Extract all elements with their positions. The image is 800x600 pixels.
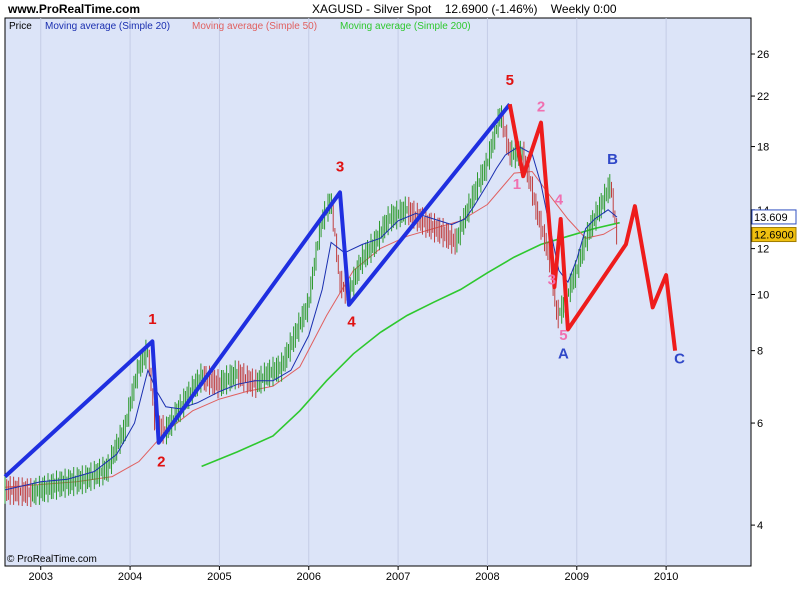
axes: 2003 2004 2005 2006 2007 2008 2009 201046810121…: [28, 49, 797, 583]
copyright: © ProRealTime.com: [7, 554, 97, 565]
wave-label-subwave: 5: [559, 327, 567, 344]
symbol-name: XAGUSD - Silver Spot: [312, 2, 432, 16]
legend-ma20: Moving average (Simple 20): [45, 21, 170, 32]
x-tick-label: 2010: [654, 571, 678, 583]
y-tick-label: 26: [757, 49, 769, 61]
y-tick-label: 10: [757, 289, 769, 301]
elliott-impulse-line: [3, 102, 512, 479]
wave-label-abc: B: [607, 151, 618, 168]
legend: Price Moving average (Simple 20) Moving …: [9, 21, 471, 32]
x-tick-label: 2003: [28, 571, 52, 583]
y-tick-label: 12: [757, 244, 769, 256]
wave-label-impulse: 4: [347, 314, 356, 331]
y-tick-label: 4: [757, 520, 763, 532]
legend-price: Price: [9, 21, 32, 32]
y-tick-label: 6: [757, 418, 763, 430]
last-price-box: [751, 227, 797, 243]
y-tick-label: 8: [757, 346, 763, 358]
wave-label-abc: A: [558, 346, 569, 363]
legend-ma200: Moving average (Simple 200): [340, 21, 471, 32]
site-title[interactable]: www.ProRealTime.com: [8, 2, 141, 16]
plot-background: [4, 17, 752, 567]
y-tick-label: 22: [757, 91, 769, 103]
last-quote: 12.6900 (-1.46%): [444, 2, 538, 16]
elliott-projection-line: [507, 103, 678, 351]
wave-label-impulse: 2: [157, 453, 165, 470]
x-tick-label: 2007: [386, 571, 410, 583]
wave-label-impulse: 3: [336, 159, 344, 176]
wave-label-impulse: 1: [148, 311, 156, 328]
wave-label-subwave: 2: [537, 98, 545, 115]
ma20-value-label: 13.609: [754, 212, 788, 224]
ma200-line: [201, 221, 620, 468]
wave-label-subwave: 4: [555, 192, 564, 209]
x-tick-label: 2008: [475, 571, 499, 583]
wave-label-subwave: 3: [548, 272, 556, 289]
instrument-info: XAGUSD - Silver Spot 12.6900 (-1.46%) We…: [312, 2, 627, 16]
x-tick-label: 2005: [207, 571, 231, 583]
wave-label-abc: C: [674, 351, 685, 368]
wave-labels: 1 2 3 4 5 1 2 3 4 5 A B C: [148, 72, 685, 470]
elliott-wave-layer: [3, 102, 678, 479]
wave-label-impulse: 5: [506, 72, 514, 89]
ma200-layer: [201, 221, 620, 468]
legend-ma50: Moving average (Simple 50): [192, 21, 317, 32]
timeframe: Weekly 0:00: [550, 2, 617, 16]
x-tick-label: 2004: [118, 571, 142, 583]
ma20-value-box: [751, 209, 797, 225]
y-tick-label: 18: [757, 142, 769, 154]
last-price-label: 12.6900: [754, 230, 794, 242]
wave-label-subwave: 1: [513, 176, 521, 193]
x-tick-label: 2009: [565, 571, 589, 583]
x-tick-label: 2006: [297, 571, 321, 583]
grid-layer: [40, 18, 667, 566]
title-bar: www.ProRealTime.com XAGUSD - Silver Spot…: [0, 0, 800, 18]
